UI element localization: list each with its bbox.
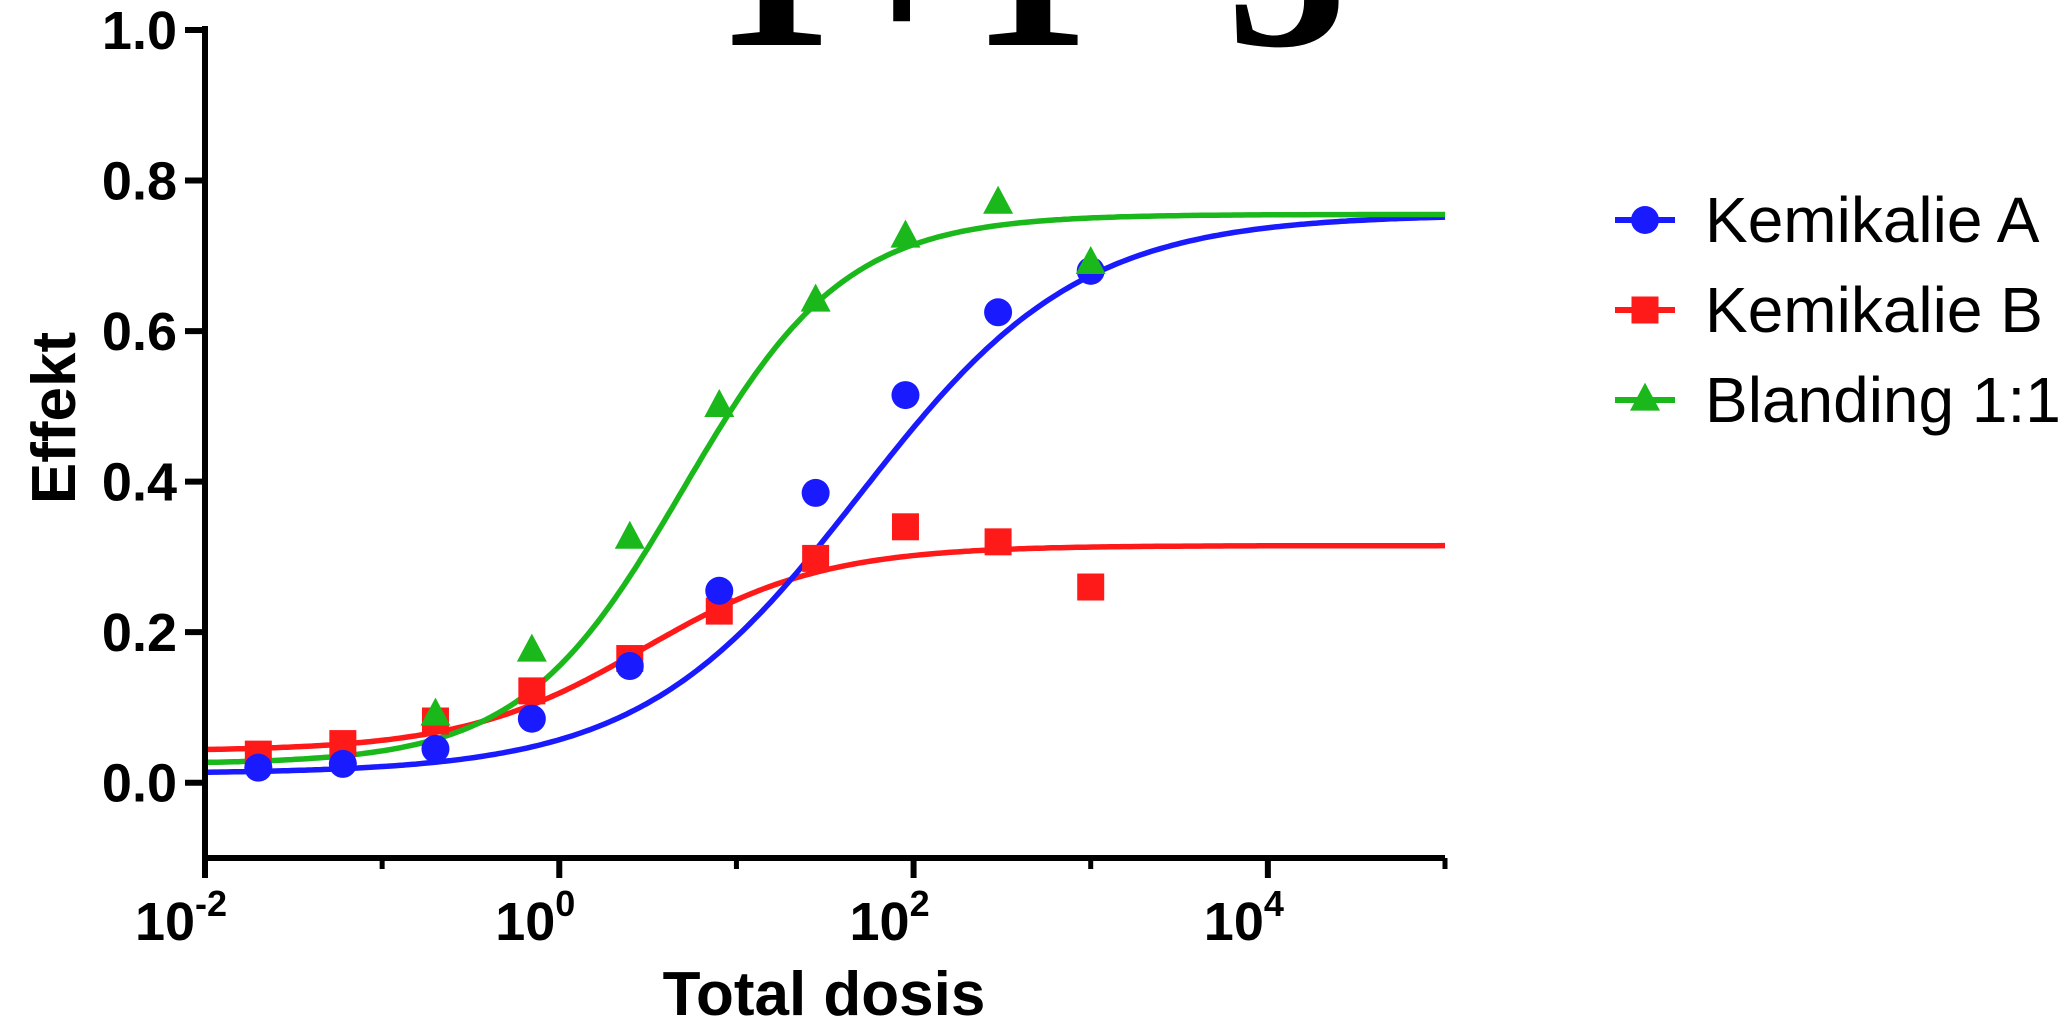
banner-title: 1+1=3 — [713, 0, 1347, 97]
data-point — [421, 734, 450, 763]
legend-marker — [1631, 206, 1659, 234]
x-tick-label: 100 — [495, 883, 575, 952]
data-point — [984, 528, 1012, 556]
legend-entry: Blanding 1:1 — [1615, 364, 2061, 436]
data-point — [420, 697, 451, 726]
legend-entry: Kemikalie B — [1615, 274, 2043, 346]
y-tick-label: 0.8 — [102, 152, 177, 212]
y-tick-label: 0.6 — [102, 302, 177, 362]
data-point — [984, 298, 1013, 327]
x-axis-title: Total dosis — [663, 960, 986, 1023]
x-tick-label: 104 — [1204, 883, 1284, 952]
data-point — [891, 513, 919, 541]
legend-label: Kemikalie B — [1705, 274, 2043, 346]
plot-area — [204, 185, 1446, 782]
x-tick-label: 102 — [850, 883, 930, 952]
data-point — [1075, 245, 1106, 274]
data-point — [891, 381, 920, 410]
data-point — [328, 749, 357, 778]
y-axis-title: Effekt — [20, 332, 89, 504]
y-tick-label: 0.2 — [102, 603, 177, 663]
legend: Kemikalie A Kemikalie B Blanding 1:1 — [1615, 184, 2061, 436]
legend-label: Kemikalie A — [1705, 184, 2040, 256]
x-tick-label: 10-2 — [135, 883, 227, 952]
data-point — [516, 633, 547, 662]
axes: 0.0 0.2 0.4 0.6 0.8 1.0 10-2 100 102 104 — [102, 1, 1448, 952]
data-point — [800, 283, 831, 312]
legend-marker — [1631, 296, 1659, 324]
data-point — [244, 753, 273, 782]
y-tick-label: 1.0 — [102, 1, 177, 61]
data-point — [983, 185, 1014, 214]
data-point — [890, 219, 921, 248]
y-tick-label: 0.4 — [102, 453, 177, 513]
data-point — [801, 478, 830, 507]
data-point — [802, 544, 830, 572]
fit-curve-blanding-1-1 — [204, 211, 1445, 766]
fit-curve-kemikalie-b — [204, 542, 1445, 753]
y-tick-label: 0.0 — [102, 754, 177, 814]
data-point — [518, 677, 546, 705]
data-point — [517, 704, 546, 733]
fit-curve-kemikalie-a — [204, 214, 1446, 776]
legend-label: Blanding 1:1 — [1705, 364, 2061, 436]
data-point — [614, 520, 645, 549]
data-point — [615, 652, 644, 681]
data-point — [704, 389, 735, 418]
legend-entry: Kemikalie A — [1615, 184, 2040, 256]
data-point — [705, 576, 734, 605]
data-point — [1077, 573, 1105, 601]
legend-marker — [1630, 382, 1660, 411]
